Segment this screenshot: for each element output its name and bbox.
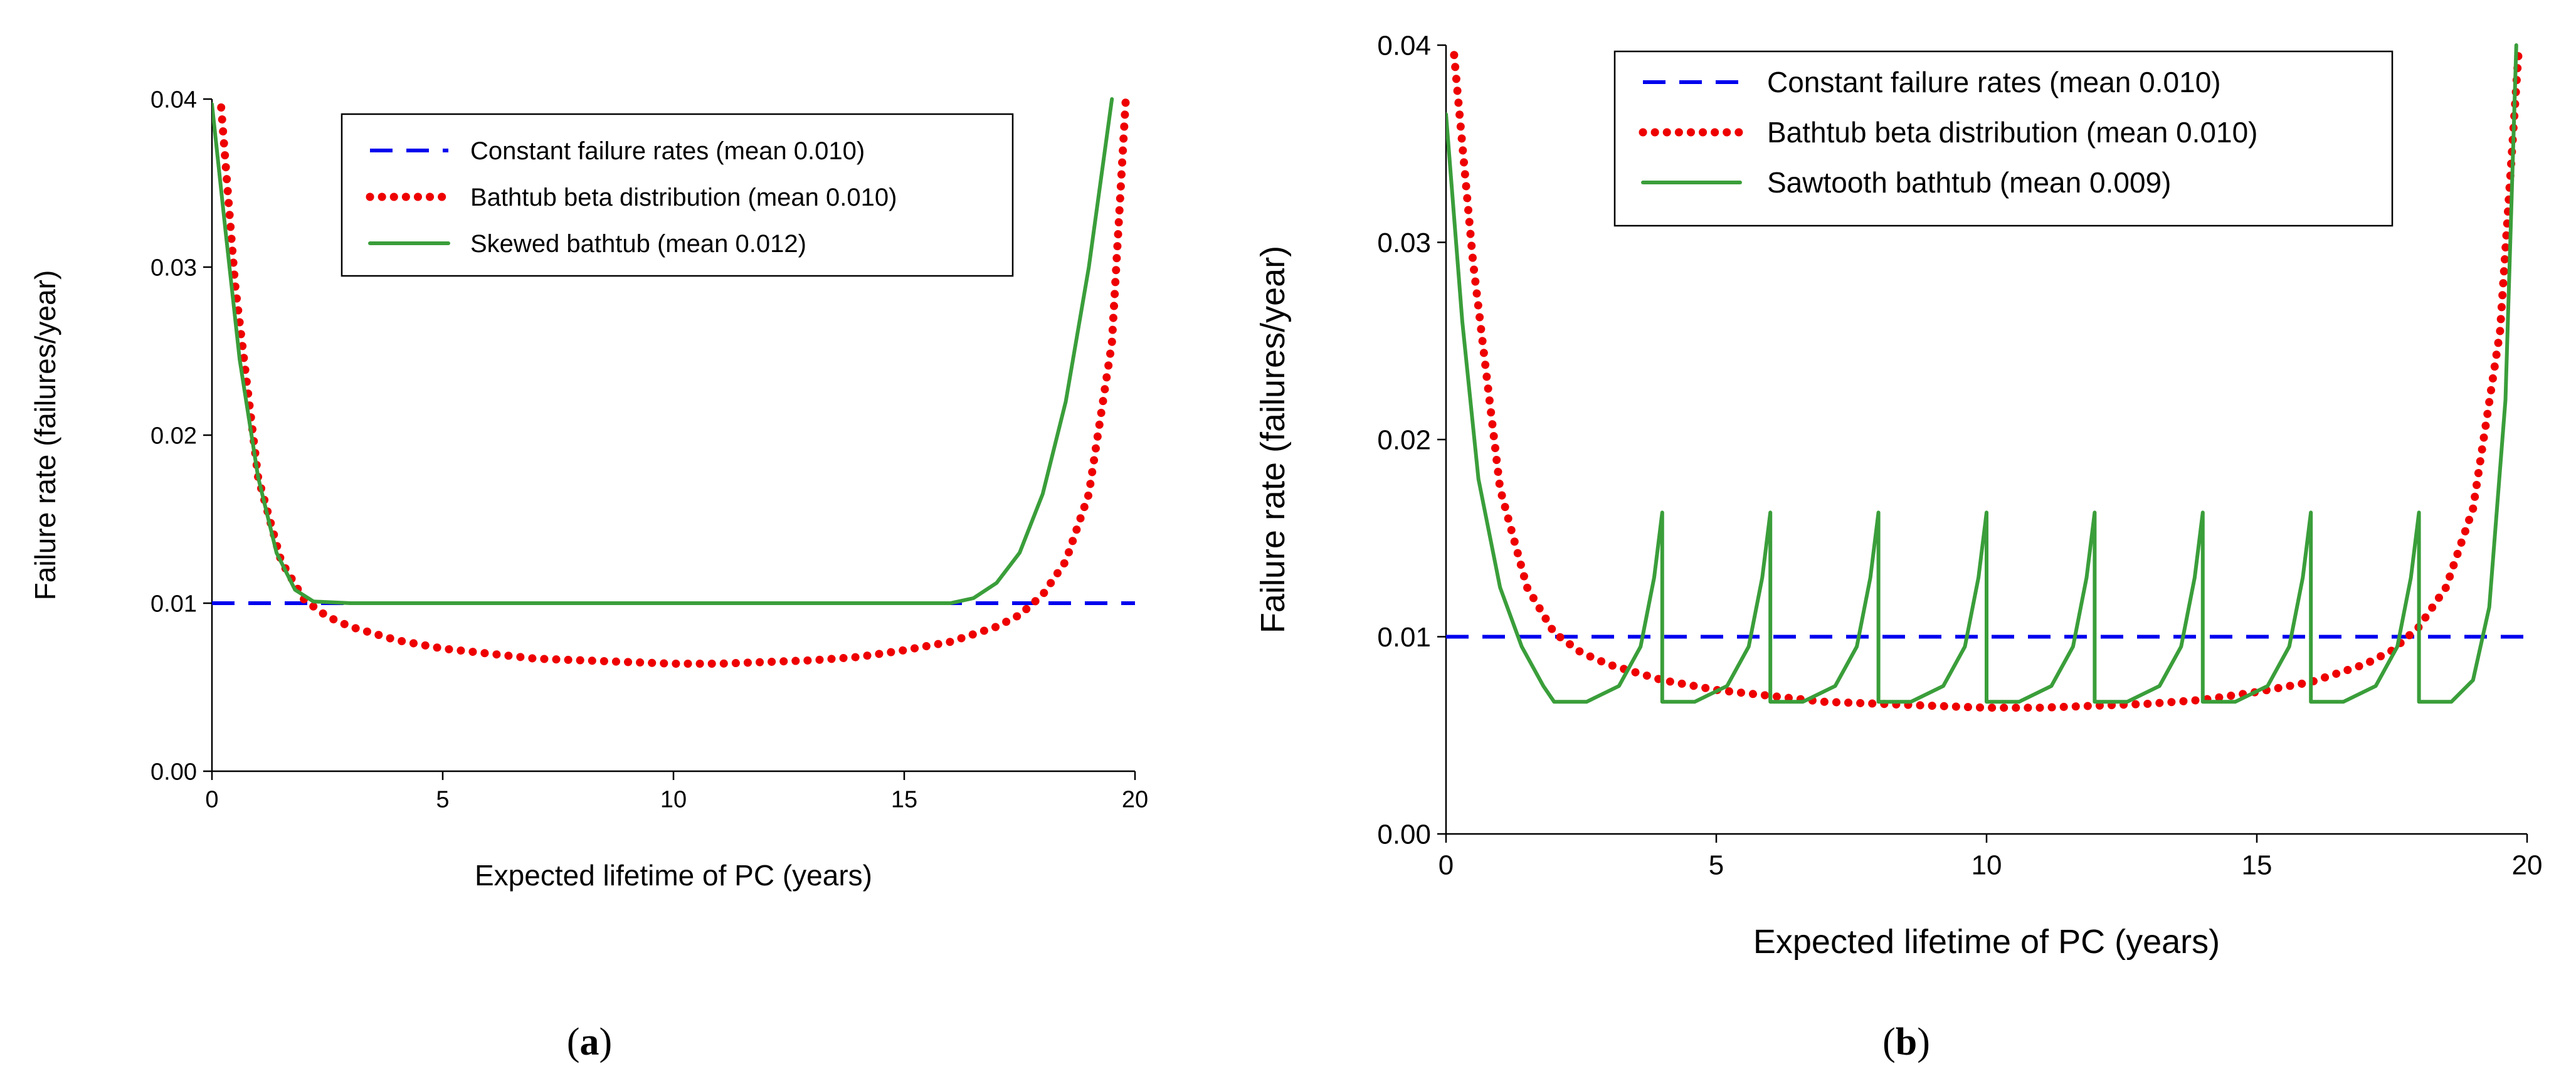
y-tick-label: 0.00	[1377, 819, 1431, 850]
legend-label: Skewed bathtub (mean 0.012)	[470, 230, 806, 258]
x-tick-label: 15	[891, 787, 917, 813]
x-tick-label: 5	[1709, 850, 1724, 881]
series-line-dotted	[1450, 43, 2523, 712]
x-tick-label: 15	[2242, 850, 2272, 881]
legend-label: Constant failure rates (mean 0.010)	[470, 137, 865, 165]
x-tick-label: 10	[660, 787, 687, 813]
y-tick-label: 0.03	[1377, 228, 1431, 258]
panel-caption: (a)	[567, 1021, 612, 1063]
y-axis-title: Failure rate (failures/year)	[29, 270, 61, 601]
series-line-solid	[212, 97, 1114, 605]
legend: Constant failure rates (mean 0.010) Batht…	[1613, 50, 2394, 227]
panel-caption: (b)	[1882, 1021, 1930, 1063]
legend: Constant failure rates (mean 0.010) Batht…	[340, 113, 1014, 277]
y-tick-label: 0.04	[150, 87, 197, 113]
x-tick-label: 0	[205, 787, 218, 813]
y-tick-label: 0.04	[1377, 30, 1431, 61]
x-tick-label: 0	[1438, 850, 1454, 881]
x-tick-label: 10	[1972, 850, 2002, 881]
panel-b: 0.00 0.01 0.02 0.03 0.04 0 5 10 15 20 Expected lif…	[1254, 30, 2542, 1063]
legend-label: Sawtooth bathtub (mean 0.009)	[1767, 166, 2171, 199]
panel-a: 0.00 0.01 0.02 0.03 0.04 0 5 10 15 20 Expected lif…	[29, 87, 1148, 1063]
legend-label: Bathtub beta distribution (mean 0.010)	[470, 184, 897, 211]
y-tick-label: 0.00	[150, 759, 197, 785]
y-tick-label: 0.03	[150, 255, 197, 281]
x-tick-label: 5	[436, 787, 449, 813]
x-tick-label: 20	[2512, 850, 2543, 881]
series-line-solid	[1446, 43, 2518, 704]
legend-box	[1613, 50, 2394, 227]
y-tick-label: 0.02	[1377, 424, 1431, 455]
legend-label: Bathtub beta distribution (mean 0.010)	[1767, 116, 2258, 149]
x-tick-label: 20	[1122, 787, 1148, 813]
y-tick-label: 0.02	[150, 423, 197, 449]
legend-box	[340, 113, 1014, 277]
legend-label: Constant failure rates (mean 0.010)	[1767, 66, 2221, 98]
y-tick-label: 0.01	[1377, 622, 1431, 653]
x-axis-title: Expected lifetime of PC (years)	[475, 859, 872, 892]
y-axis-title: Failure rate (failures/year)	[1254, 246, 1292, 633]
y-tick-label: 0.01	[150, 591, 197, 617]
series-line-dotted	[217, 97, 1130, 668]
x-axis-title: Expected lifetime of PC (years)	[1753, 923, 2220, 961]
